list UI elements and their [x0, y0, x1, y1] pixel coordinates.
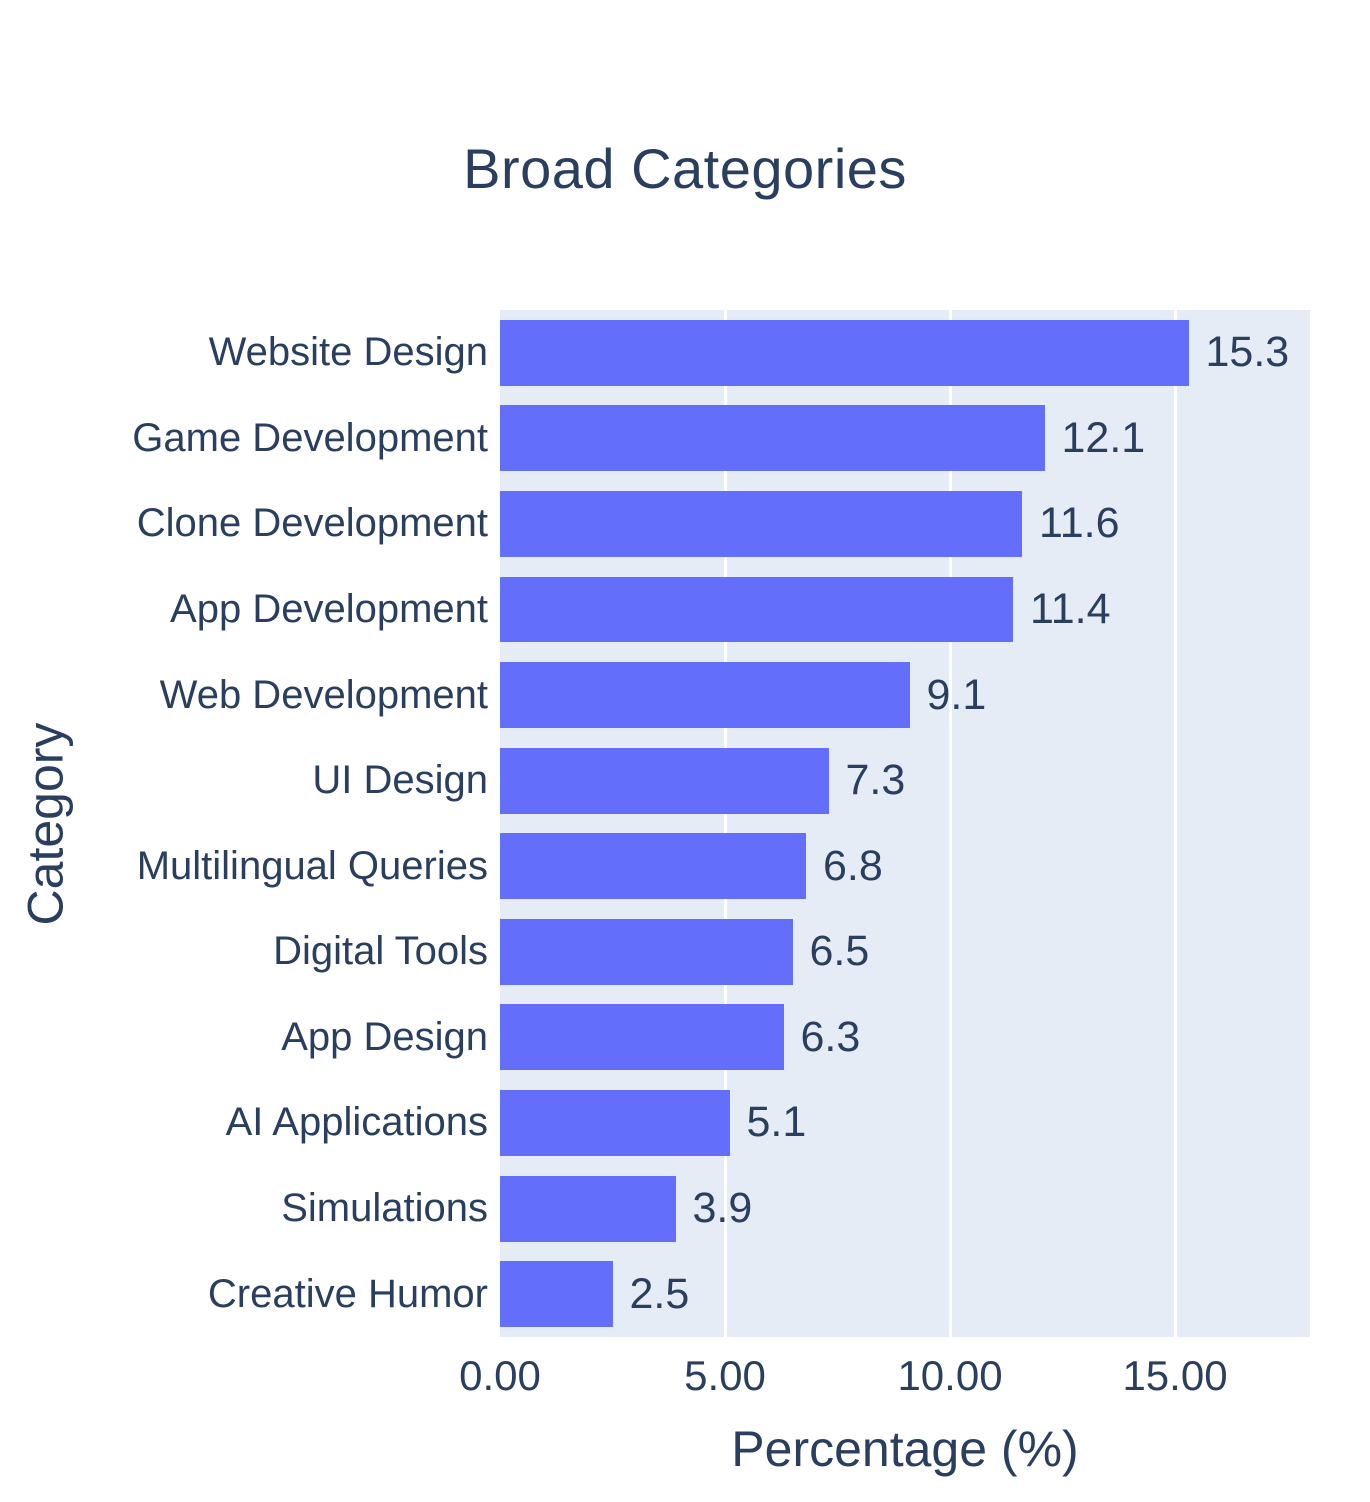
bar-row: 6.3 [500, 995, 1310, 1081]
bar-row: 2.5 [500, 1251, 1310, 1337]
y-tick-label: UI Design [312, 758, 488, 803]
bar-clone-development[interactable] [500, 491, 1022, 557]
bar-ui-design[interactable] [500, 747, 829, 814]
gridline [948, 310, 952, 1337]
x-axis-title: Percentage (%) [731, 1421, 1079, 1477]
bar-value-label: 3.9 [692, 1184, 753, 1233]
bar-row: 11.6 [500, 481, 1310, 567]
bar-row: 7.3 [500, 738, 1310, 824]
bar-app-design[interactable] [500, 1004, 784, 1071]
bar-website-design[interactable] [500, 319, 1189, 386]
y-tick-labels: Website Design Game Development Clone Deve… [0, 310, 488, 1337]
bar-multilingual-queries[interactable] [500, 833, 806, 900]
bar-value-label: 6.8 [823, 841, 883, 890]
bar-app-development[interactable] [500, 576, 1013, 643]
chart-title: Broad Categories [463, 137, 907, 200]
bar-value-label: 11.6 [1039, 499, 1120, 548]
bar-digital-tools[interactable] [500, 918, 793, 985]
plot-area: 15.3 12.1 11.6 11.4 9.1 7.3 6.8 6.5 6.3 5.1 3.9 2.5 [500, 310, 1310, 1337]
bar-value-label: 12.1 [1061, 413, 1146, 462]
bar-simulations[interactable] [500, 1175, 676, 1242]
bar-value-label: 5.1 [746, 1098, 807, 1147]
bar-row: 15.3 [500, 310, 1310, 396]
y-tick-label: App Development [170, 587, 488, 632]
gridline [723, 310, 727, 1337]
gridline [1173, 310, 1177, 1337]
bar-value-label: 6.3 [800, 1012, 861, 1061]
bar-value-label: 7.3 [845, 756, 906, 805]
x-tick-label: 0.00 [459, 1352, 541, 1399]
bar-value-label: 11.4 [1030, 585, 1111, 634]
bar-row: 11.4 [500, 567, 1310, 653]
x-tick-labels: 0.00 5.00 10.00 15.00 [459, 1352, 1310, 1404]
bar-row: 3.9 [500, 1166, 1310, 1252]
y-tick-label: AI Applications [225, 1100, 488, 1145]
bar-value-label: 6.5 [809, 927, 870, 976]
bar-row: 5.1 [500, 1080, 1310, 1166]
bar-creative-humor[interactable] [500, 1261, 613, 1328]
bar-value-label: 2.5 [629, 1269, 690, 1318]
y-tick-label: Clone Development [136, 501, 488, 546]
bar-row: 6.8 [500, 823, 1310, 909]
y-tick-label: Creative Humor [207, 1271, 488, 1316]
bar-row: 6.5 [500, 909, 1310, 995]
bar-value-label: 9.1 [926, 670, 987, 719]
x-tick-label: 10.00 [897, 1352, 1003, 1399]
bar-series: 15.3 12.1 11.6 11.4 9.1 7.3 6.8 6.5 6.3 5.1 3.9 2.5 [500, 310, 1310, 1337]
y-tick-label: Simulations [281, 1186, 488, 1231]
y-tick-label: Website Design [208, 330, 488, 375]
bar-web-development[interactable] [500, 662, 910, 729]
y-tick-label: Web Development [159, 672, 488, 717]
y-tick-label: Digital Tools [273, 929, 488, 974]
x-tick-label: 5.00 [684, 1352, 766, 1399]
bar-value-label: 15.3 [1205, 328, 1290, 377]
bar-row: 12.1 [500, 396, 1310, 482]
x-tick-label: 15.00 [1122, 1352, 1228, 1399]
bar-game-development[interactable] [500, 405, 1045, 472]
y-tick-label: Multilingual Queries [136, 843, 488, 888]
y-tick-label: Game Development [132, 415, 488, 460]
bar-ai-applications[interactable] [500, 1090, 730, 1156]
bar-row: 9.1 [500, 652, 1310, 738]
y-tick-label: App Design [281, 1014, 488, 1059]
